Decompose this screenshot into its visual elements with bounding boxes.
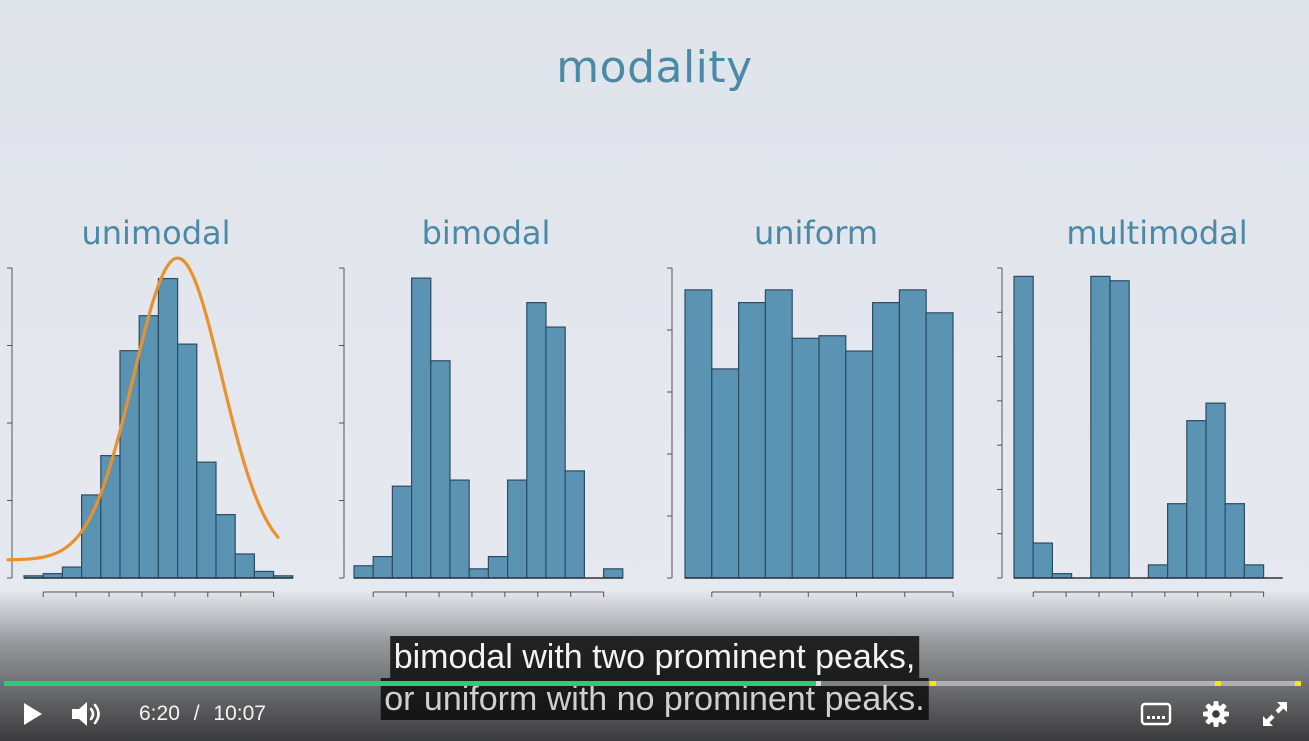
histogram-bar — [253, 570, 275, 579]
histogram-bar — [430, 360, 451, 579]
histogram-bar — [684, 289, 713, 579]
histogram-bar — [737, 302, 766, 579]
histogram-bar — [411, 277, 432, 579]
histogram-bar — [487, 555, 509, 579]
time-separator: / — [193, 702, 200, 725]
captions-button[interactable] — [1138, 698, 1174, 730]
histogram-bar — [871, 302, 900, 579]
histogram-bar — [372, 555, 394, 579]
panel-label-bimodal: bimodal — [421, 214, 551, 252]
time-display: 6:20 / 10:07 — [139, 700, 266, 728]
histogram-bar — [1243, 564, 1265, 579]
histogram-bar — [602, 568, 624, 579]
histogram-bar — [196, 461, 217, 579]
histogram-bar — [791, 337, 820, 579]
histogram-bar — [138, 315, 159, 579]
play-button[interactable] — [14, 698, 50, 730]
histogram-bar — [177, 343, 198, 579]
fullscreen-button[interactable] — [1257, 698, 1293, 730]
histogram-bar — [1013, 275, 1034, 579]
volume-icon — [72, 702, 100, 726]
histogram-bar — [468, 568, 490, 579]
histogram-bar — [1032, 542, 1053, 579]
caption-line-1: bimodal with two prominent peaks, — [389, 636, 920, 678]
progress-played — [4, 681, 816, 686]
histogram-bar — [564, 470, 586, 579]
histogram-bar — [1166, 503, 1188, 579]
histogram-bar — [157, 277, 179, 579]
histogram-bar — [80, 494, 102, 579]
histogram-bar — [764, 289, 793, 579]
histogram-bar — [100, 455, 121, 579]
gear-icon — [1203, 701, 1229, 727]
fullscreen-icon — [1263, 702, 1287, 726]
histogram-bar — [353, 565, 374, 579]
histogram-bar — [215, 514, 236, 579]
histogram-bar — [1224, 503, 1245, 579]
captions-icon — [1140, 702, 1172, 726]
histogram-bar — [925, 312, 954, 579]
histogram-bar — [1090, 275, 1111, 579]
histogram-bar — [711, 368, 740, 579]
histogram-bar — [61, 566, 83, 579]
histogram-bar — [1186, 420, 1207, 579]
histogram-bar — [818, 335, 847, 579]
duration: 10:07 — [213, 702, 266, 725]
histogram-bar — [1205, 402, 1226, 579]
settings-button[interactable] — [1198, 698, 1234, 730]
histogram-bar — [391, 485, 413, 579]
histogram-bar — [119, 350, 140, 579]
histogram-bar — [845, 350, 874, 579]
slide-title: modality — [556, 42, 753, 93]
panel-label-unimodal: unimodal — [81, 214, 231, 252]
normal-curve-overlay — [6, 256, 280, 562]
chapter-marker — [930, 681, 937, 686]
histogram-bar — [507, 479, 528, 579]
histogram-bar — [1147, 564, 1169, 579]
panel-label-uniform: uniform — [753, 214, 879, 252]
histogram-bar — [526, 302, 547, 579]
histogram-bar — [449, 479, 470, 579]
histogram-bar — [234, 553, 255, 579]
progress-bar[interactable] — [4, 681, 1301, 686]
chapter-marker — [1295, 681, 1301, 686]
current-time: 6:20 — [139, 702, 180, 725]
histogram-bar — [1109, 280, 1130, 579]
histogram-bar — [898, 289, 927, 579]
histogram-bar — [545, 326, 566, 579]
volume-button[interactable] — [68, 698, 106, 730]
play-icon — [24, 703, 42, 725]
chapter-marker — [1215, 681, 1222, 686]
control-bar: 6:20 / 10:07 — [0, 690, 1309, 741]
panel-label-multimodal: multimodal — [1066, 214, 1248, 252]
